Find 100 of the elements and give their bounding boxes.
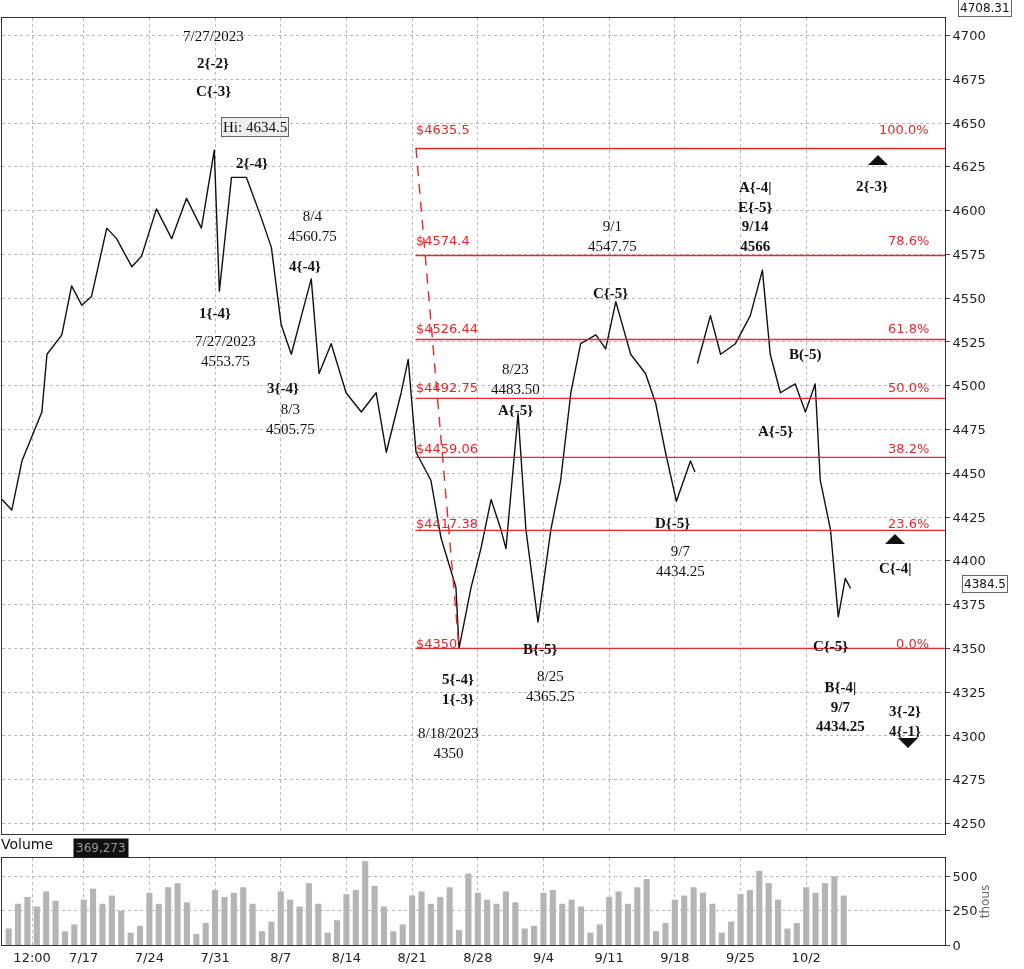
- bar: [5, 928, 12, 945]
- annotation: D{-5}: [655, 515, 691, 531]
- y-tick-label: 4500: [952, 378, 986, 394]
- x-tick-label: 12:00: [13, 949, 51, 965]
- bar: [71, 924, 78, 945]
- bar: [596, 924, 603, 945]
- annotation: A{-5}: [758, 423, 794, 439]
- annotation: A{-5}: [498, 402, 534, 418]
- y-tick-label: 4325: [952, 684, 986, 700]
- annotation: B{-4| 9/7 4434.25: [816, 679, 865, 734]
- annotation: 9/1 4547.75: [588, 218, 637, 254]
- annotation: 3{-4}: [267, 380, 299, 396]
- bar: [728, 921, 735, 945]
- y-tick-label: 0: [952, 937, 961, 953]
- annotation: $4526.44: [416, 321, 479, 336]
- y-tick-label: 4700: [952, 28, 986, 44]
- x-tick-label: 7/24: [134, 949, 164, 965]
- bar: [258, 931, 266, 945]
- annotation: 2{-2}: [197, 55, 229, 71]
- bar: [784, 928, 791, 945]
- annotation: 4{-4}: [289, 258, 321, 274]
- bar: [61, 931, 68, 945]
- bar: [202, 923, 209, 945]
- y-tick-label: 4600: [952, 203, 986, 219]
- annotation: 61.8%: [888, 321, 930, 336]
- text: 4708.31: [960, 1, 1010, 15]
- x-tick-label: 9/25: [725, 949, 756, 965]
- bar: [587, 932, 594, 945]
- y-tick-label: 4575: [952, 246, 986, 262]
- bar: [390, 931, 397, 945]
- y-tick-label: 500: [952, 868, 978, 884]
- x-tick-label: 8/28: [463, 949, 493, 965]
- annotation: $4635.5: [416, 122, 470, 137]
- annotation: 2{-4}: [236, 155, 268, 171]
- annotation: 3{-2} 4{-1}: [889, 703, 921, 739]
- annotation: 78.6%: [888, 233, 930, 248]
- y-tick-label: 250: [952, 903, 978, 919]
- y-tick-label: 4350: [952, 640, 986, 656]
- x-tick-label: 9/4: [533, 949, 554, 965]
- bar: [521, 928, 528, 945]
- x-tick-label: 9/11: [594, 949, 624, 965]
- annotation: 8/25 4365.25: [526, 668, 575, 704]
- y-tick-label: 4450: [952, 465, 986, 481]
- annotation: 8/18/2023 4350: [418, 725, 479, 761]
- y-tick-label: 4375: [952, 597, 986, 613]
- y-tick-label: 4675: [952, 71, 986, 87]
- annotation: 7/27/2023: [183, 28, 244, 44]
- y-tick-label: 4625: [952, 159, 986, 175]
- annotation: 2{-3}: [856, 178, 888, 194]
- y-tick-label: 4400: [952, 553, 986, 569]
- y-tick-label: 4425: [952, 509, 986, 525]
- annotation: 9/7 4434.25: [656, 543, 705, 579]
- annotation: 23.6%: [888, 516, 930, 531]
- y-tick-label: 4300: [952, 728, 986, 744]
- text: 369,273: [76, 841, 126, 855]
- annotation: 8/23 4483.50: [491, 361, 540, 397]
- annotation: 100.0%: [879, 122, 929, 137]
- annotation: 8/3 4505.75: [266, 401, 315, 437]
- bar: [718, 932, 725, 945]
- bar: [793, 923, 800, 945]
- y-tick-label: 4550: [952, 290, 986, 306]
- bar: [653, 931, 660, 945]
- bar: [455, 929, 463, 945]
- annotation: A{-4| E{-5} 9/14 4566: [738, 179, 773, 254]
- annotation: C{-5}: [593, 285, 629, 301]
- annotation: B(-5): [789, 346, 822, 363]
- y-tick-label: 4275: [952, 772, 986, 788]
- annotation: $4492.75: [416, 380, 479, 395]
- x-tick-label: 7/17: [69, 949, 99, 965]
- annotation: 1{-4}: [199, 305, 231, 321]
- annotation: 5{-4} 1{-3}: [442, 671, 474, 707]
- annotation: 38.2%: [888, 441, 930, 456]
- bar: [662, 923, 669, 945]
- x-tick-label: 10/2: [791, 949, 821, 965]
- annotation: Hi: 4634.5: [223, 119, 288, 135]
- y-axis-title: thous: [978, 884, 993, 919]
- bar: [324, 932, 331, 945]
- annotation: $4459.06: [416, 441, 479, 456]
- annotation: 50.0%: [888, 380, 930, 395]
- annotation: C{-3}: [196, 83, 232, 99]
- annotation: $4350: [416, 636, 458, 651]
- annotation: $4574.4: [416, 233, 470, 248]
- annotation: C{-4|: [879, 560, 912, 576]
- bar: [399, 924, 406, 945]
- x-tick-label: 8/7: [270, 949, 292, 965]
- x-tick-label: 7/31: [200, 949, 230, 965]
- annotation: 7/27/2023 4553.75: [195, 333, 256, 369]
- bar: [334, 920, 341, 945]
- y-tick-label: 4525: [952, 334, 986, 350]
- x-tick-label: 8/21: [397, 949, 427, 965]
- bar: [127, 932, 134, 945]
- text: 4384.5: [964, 577, 1006, 591]
- bar: [531, 925, 538, 945]
- x-tick-label: 9/18: [660, 949, 690, 965]
- chart-title: Volume: [1, 835, 54, 852]
- y-tick-label: 4650: [952, 115, 986, 131]
- bar: [136, 925, 144, 945]
- y-tick-label: 4475: [952, 422, 986, 438]
- y-tick-label: 4250: [952, 816, 986, 832]
- bar: [193, 934, 200, 945]
